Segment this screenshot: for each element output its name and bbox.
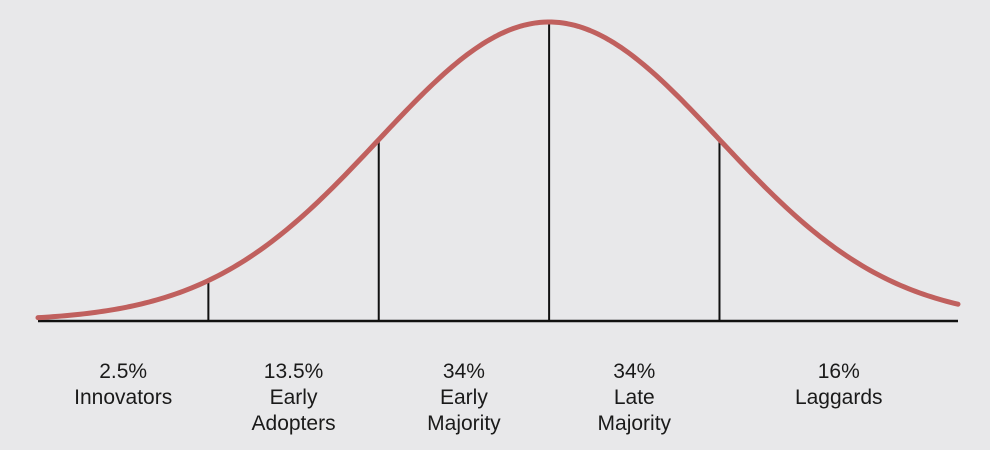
- segment-name-label: Majority: [427, 412, 501, 435]
- segment-percent-label: 34%: [443, 360, 485, 383]
- segment-name-label: Early: [270, 386, 318, 409]
- segment-name-label: Late: [614, 386, 655, 409]
- segment-percent-label: 2.5%: [99, 360, 147, 383]
- segment-dividers: [207, 22, 721, 321]
- segment-name-label: Innovators: [74, 386, 172, 409]
- segment-labels: 2.5% Innovators 13.5% Early Adopters 34% Early…: [74, 360, 882, 435]
- segment-name-label: Early: [440, 386, 488, 409]
- segment-percent-label: 13.5%: [264, 360, 324, 383]
- segment-percent-label: 34%: [613, 360, 655, 383]
- bell-curve: [35, 19, 961, 321]
- segment-percent-label: 16%: [818, 360, 860, 383]
- segment-name-label: Majority: [598, 412, 672, 435]
- segment-name-label: Laggards: [795, 386, 883, 409]
- segment-name-label: Adopters: [252, 412, 336, 435]
